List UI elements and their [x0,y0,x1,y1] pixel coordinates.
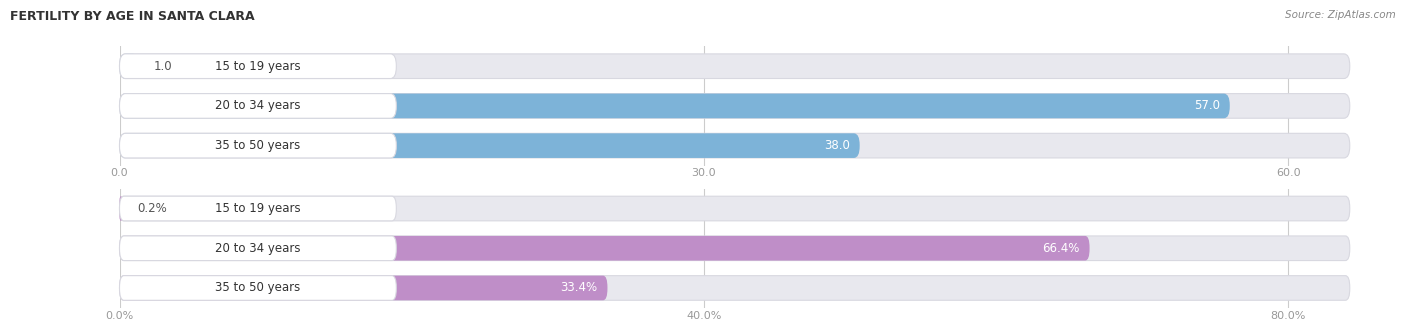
FancyBboxPatch shape [120,133,859,158]
FancyBboxPatch shape [120,133,1350,158]
FancyBboxPatch shape [120,196,122,221]
Text: 35 to 50 years: 35 to 50 years [215,281,301,295]
Text: FERTILITY BY AGE IN SANTA CLARA: FERTILITY BY AGE IN SANTA CLARA [10,10,254,23]
Text: 33.4%: 33.4% [561,281,598,295]
FancyBboxPatch shape [120,276,607,300]
FancyBboxPatch shape [120,236,396,260]
Text: Source: ZipAtlas.com: Source: ZipAtlas.com [1285,10,1396,20]
FancyBboxPatch shape [120,94,396,118]
Text: 0.2%: 0.2% [138,202,167,215]
Text: 20 to 34 years: 20 to 34 years [215,99,301,113]
Text: 1.0: 1.0 [153,60,173,73]
Text: 35 to 50 years: 35 to 50 years [215,139,301,152]
FancyBboxPatch shape [120,54,1350,78]
Text: 20 to 34 years: 20 to 34 years [215,242,301,255]
FancyBboxPatch shape [120,276,1350,300]
Text: 57.0: 57.0 [1194,99,1220,113]
FancyBboxPatch shape [120,94,1350,118]
Text: 15 to 19 years: 15 to 19 years [215,60,301,73]
Text: 66.4%: 66.4% [1042,242,1080,255]
FancyBboxPatch shape [120,54,139,78]
FancyBboxPatch shape [120,196,1350,221]
FancyBboxPatch shape [120,196,396,221]
Text: 15 to 19 years: 15 to 19 years [215,202,301,215]
FancyBboxPatch shape [120,94,1230,118]
FancyBboxPatch shape [120,236,1350,260]
FancyBboxPatch shape [120,276,396,300]
FancyBboxPatch shape [120,236,1090,260]
FancyBboxPatch shape [120,54,396,78]
Text: 38.0: 38.0 [824,139,849,152]
FancyBboxPatch shape [120,133,396,158]
